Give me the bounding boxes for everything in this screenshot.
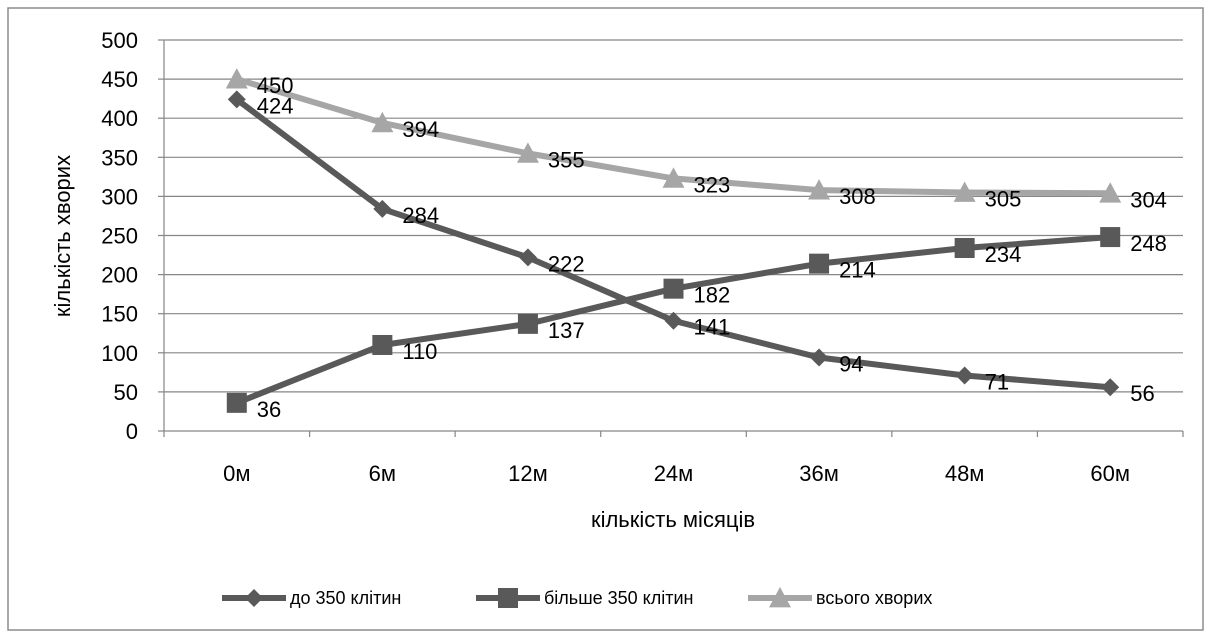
- series-group: [225, 68, 1122, 413]
- data-label: 137: [548, 318, 585, 343]
- data-point-square: [1100, 227, 1121, 248]
- x-tick-label: 36м: [799, 461, 839, 486]
- y-tick-label: 250: [101, 224, 138, 249]
- y-tick-label: 100: [101, 341, 138, 366]
- x-axis-title: кількість місяців: [591, 507, 755, 532]
- data-point-square: [663, 278, 684, 299]
- x-axis-ticks: 0м 6м 12м 24м 36м 48м 60м: [163, 431, 1184, 486]
- x-tick-label: 0м: [223, 461, 250, 486]
- x-tick-label: 6м: [369, 461, 396, 486]
- data-point-triangle: [808, 179, 831, 200]
- data-label: 56: [1130, 381, 1154, 406]
- data-point-triangle: [1099, 182, 1122, 203]
- data-label: 248: [1130, 231, 1167, 256]
- data-label: 94: [839, 351, 863, 376]
- y-tick-label: 50: [114, 380, 138, 405]
- y-tick-label: 400: [101, 106, 138, 131]
- data-point-square: [809, 253, 830, 274]
- x-tick-label: 48м: [945, 461, 985, 486]
- data-label: 323: [694, 172, 731, 197]
- data-point-square: [954, 238, 975, 259]
- data-point-diamond: [1101, 378, 1120, 397]
- legend-label: більше 350 клітин: [544, 588, 694, 608]
- data-point-triangle: [953, 181, 976, 202]
- y-tick-label: 150: [101, 302, 138, 327]
- data-labels: 424 284 222 141 94 71 56 36 110 137 182 214 234 248 45…: [257, 73, 1167, 422]
- data-label: 222: [548, 251, 585, 276]
- legend: до 350 клітин більше 350 клітин всього хво…: [222, 587, 932, 608]
- data-label: 110: [402, 339, 437, 364]
- gridlines: [158, 39, 1183, 432]
- data-point-diamond: [518, 248, 537, 267]
- data-label: 308: [839, 184, 876, 209]
- y-axis-title: кількість хворих: [50, 155, 75, 317]
- y-tick-label: 350: [101, 145, 138, 170]
- data-label: 141: [694, 315, 731, 340]
- x-tick-label: 12м: [508, 461, 548, 486]
- data-point-triangle: [516, 142, 539, 163]
- data-point-triangle: [371, 111, 394, 133]
- data-point-diamond: [955, 366, 974, 385]
- data-point-diamond: [373, 199, 392, 218]
- data-point-diamond: [227, 90, 246, 109]
- data-label: 355: [548, 147, 585, 172]
- data-point-triangle: [662, 167, 685, 188]
- data-label: 36: [257, 397, 281, 422]
- data-label: 214: [839, 258, 876, 283]
- y-axis-ticks: 0 50 100 150 200 250 300 350 400 450 500: [101, 28, 138, 444]
- data-point-square: [372, 334, 393, 355]
- data-label: 234: [985, 242, 1022, 267]
- x-tick-label: 60м: [1090, 461, 1130, 486]
- y-tick-label: 450: [101, 67, 138, 92]
- data-point-diamond: [810, 348, 829, 367]
- data-label: 304: [1130, 187, 1167, 212]
- data-label: 284: [402, 203, 439, 228]
- legend-label: до 350 клітин: [290, 588, 401, 608]
- data-label: 182: [694, 283, 731, 308]
- x-tick-label: 24м: [654, 461, 694, 486]
- data-point-square: [226, 392, 247, 413]
- data-label: 450: [257, 73, 294, 98]
- legend-label: всього хворих: [816, 588, 932, 608]
- data-label: 71: [985, 369, 1009, 394]
- legend-marker-diamond: [245, 589, 263, 607]
- legend-marker-triangle: [769, 587, 791, 608]
- legend-marker-square: [498, 588, 518, 608]
- data-label: 305: [985, 186, 1022, 211]
- y-tick-label: 500: [101, 28, 138, 53]
- data-label: 394: [402, 117, 439, 142]
- y-tick-label: 200: [101, 263, 138, 288]
- data-point-triangle: [225, 68, 248, 89]
- data-point-square: [517, 313, 538, 334]
- data-point-diamond: [664, 311, 683, 330]
- data-label: 424: [257, 93, 294, 118]
- y-tick-label: 300: [101, 184, 138, 209]
- y-tick-label: 0: [126, 419, 138, 444]
- chart-border: [7, 7, 1204, 631]
